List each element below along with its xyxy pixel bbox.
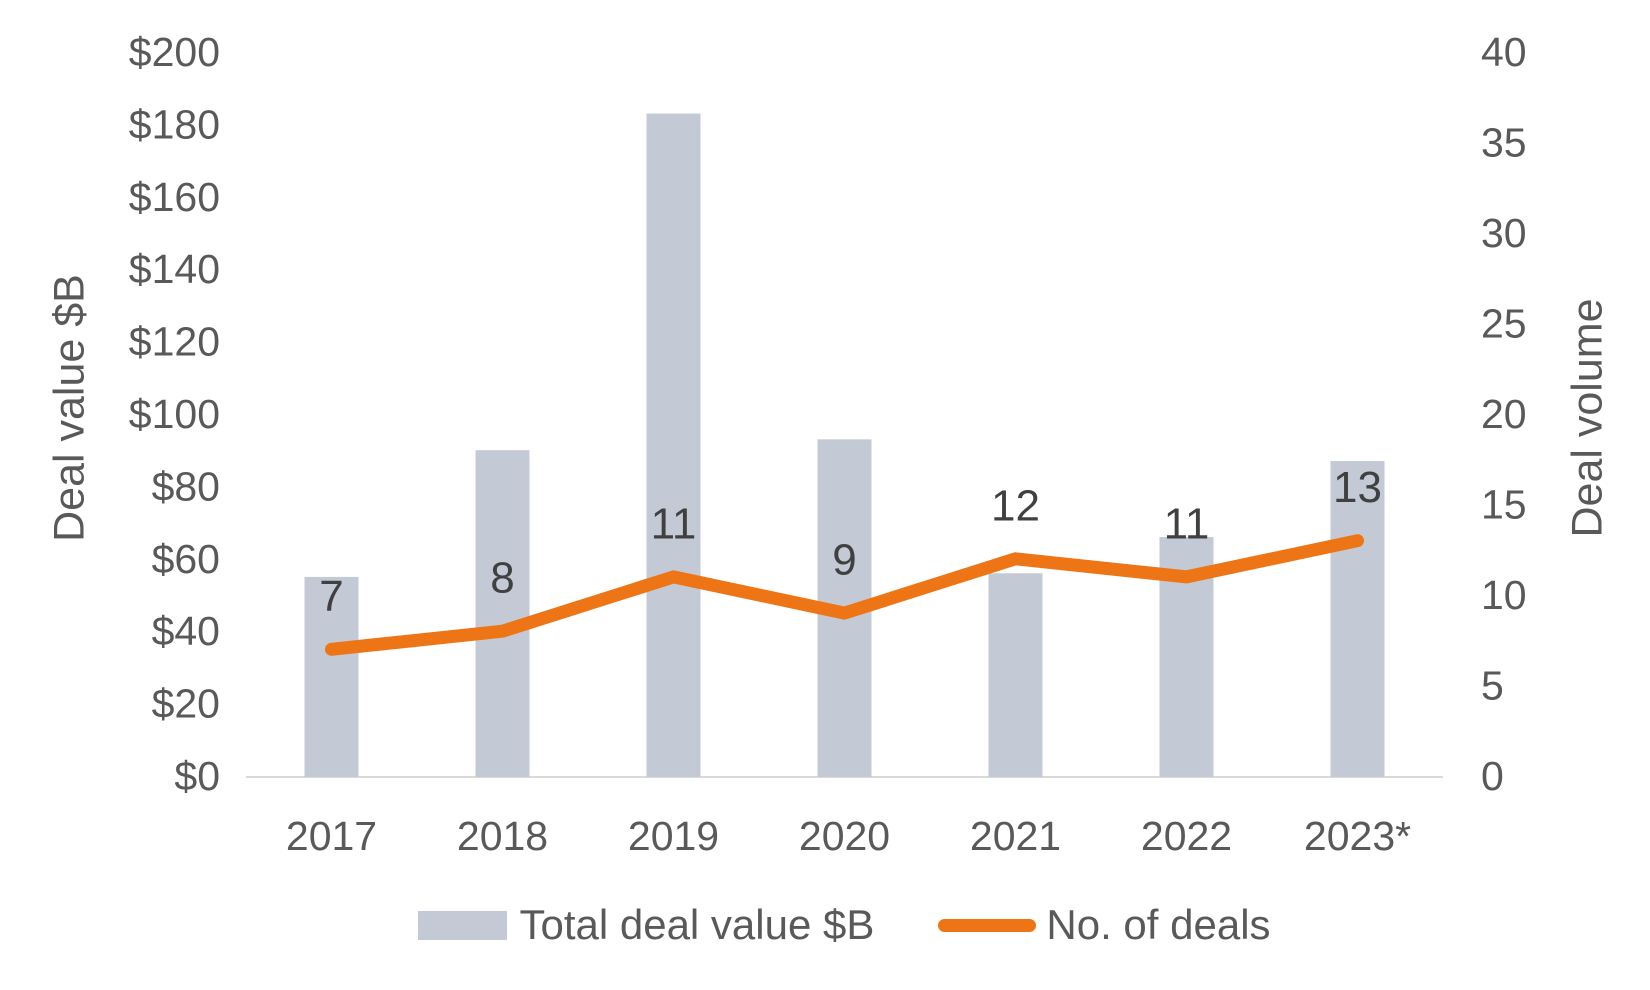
left-axis-tick-label: $100	[129, 391, 220, 437]
bar-2017	[304, 576, 359, 777]
left-axis-tick-label: $180	[129, 101, 220, 147]
x-axis-category-label: 2020	[799, 813, 890, 859]
x-axis-category-label: 2019	[628, 813, 719, 859]
right-axis-title: Deal volume	[1563, 298, 1612, 538]
left-axis-tick-label: $60	[152, 536, 220, 582]
deals-data-label: 8	[490, 554, 514, 603]
x-axis-category-label: 2018	[457, 813, 548, 859]
x-axis-category-label: 2022	[1141, 813, 1232, 859]
right-axis-tick-label: 10	[1481, 572, 1527, 618]
x-axis-category-label: 2021	[970, 813, 1061, 859]
right-axis-tick-label: 25	[1481, 301, 1527, 347]
right-axis-tick-label: 30	[1481, 210, 1527, 256]
bar-2018	[475, 450, 530, 777]
left-axis-tick-label: $20	[152, 681, 220, 727]
deals-data-label: 9	[832, 536, 856, 585]
legend-item-no-of-deals: No. of deals	[938, 901, 1271, 949]
bar-series-swatch	[418, 910, 508, 940]
line-series-swatch	[938, 918, 1037, 932]
left-axis-tick-label: $200	[129, 29, 220, 75]
legend-label-no-of-deals: No. of deals	[1046, 901, 1271, 948]
left-axis-tick-label: $0	[174, 753, 220, 799]
x-axis-category-label: 2017	[286, 813, 377, 859]
right-axis-tick-label: 35	[1481, 120, 1527, 166]
left-axis-tick-label: $140	[129, 246, 220, 292]
right-axis-tick-label: 5	[1481, 663, 1504, 709]
right-axis-tick-label: 20	[1481, 391, 1527, 437]
left-axis-title: Deal value $B	[45, 274, 94, 542]
bar-2023	[1330, 461, 1385, 777]
x-axis-category-label: 2023*	[1304, 813, 1411, 859]
deals-data-label: 11	[651, 499, 697, 548]
right-axis-tick-label: 15	[1481, 482, 1527, 528]
legend-label-total-deal-value: Total deal value $B	[519, 901, 875, 948]
deals-data-label: 13	[1333, 463, 1382, 512]
left-axis-tick-label: $120	[129, 319, 220, 365]
right-axis-tick-label: 0	[1481, 753, 1504, 799]
deals-line	[325, 534, 1364, 656]
bar-2019	[646, 113, 701, 778]
chart-legend: Total deal value $B No. of deals	[246, 900, 1443, 950]
legend-item-total-deal-value: Total deal value $B	[418, 901, 874, 949]
deals-data-label: 11	[1164, 499, 1210, 548]
left-axis-tick-label: $40	[152, 608, 220, 654]
deals-data-label: 12	[991, 481, 1040, 530]
deals-data-label: 7	[319, 572, 343, 621]
bar-2021	[988, 573, 1043, 777]
left-axis-tick-label: $80	[152, 463, 220, 509]
right-axis-tick-label: 40	[1481, 29, 1527, 75]
left-axis-tick-label: $160	[129, 174, 220, 220]
